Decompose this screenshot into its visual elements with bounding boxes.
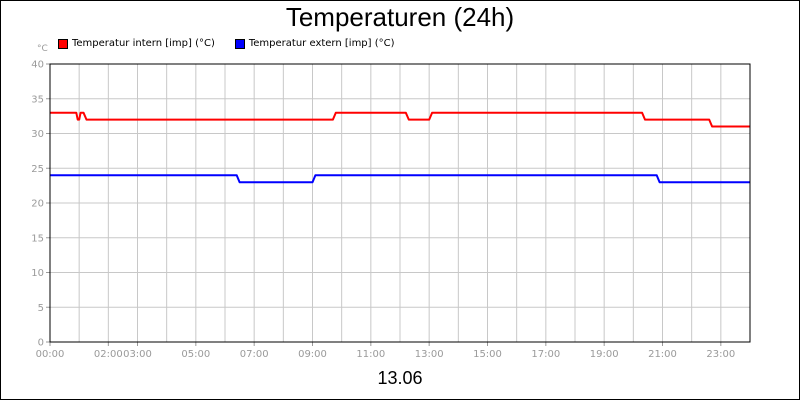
chart-title: Temperaturen (24h) — [285, 2, 515, 32]
x-tick-label: 19:00 — [590, 349, 619, 360]
plot-area — [49, 63, 751, 343]
y-tick-label: 35 — [31, 94, 44, 105]
y-tick-label: 15 — [31, 233, 44, 244]
y-tick-label: 10 — [31, 268, 44, 279]
x-tick-label: 00:00 — [36, 349, 65, 360]
x-tick-label: 17:00 — [531, 349, 560, 360]
x-axis-ticks: 00:00 02:00 03:00 05:00 07:00 09:00 11:00 13:00… — [36, 342, 735, 360]
x-tick-label: 23:00 — [706, 349, 735, 360]
grid — [49, 63, 751, 343]
x-tick-label: 02:00 — [94, 349, 123, 360]
series-line-extern — [50, 174, 750, 184]
y-tick-label: 20 — [31, 199, 44, 210]
x-tick-label: 03:00 — [123, 349, 152, 360]
legend-item-intern: Temperatur intern [imp] (°C) — [58, 38, 215, 49]
x-tick-label: 13:00 — [415, 349, 444, 360]
y-tick-label: 30 — [31, 129, 44, 140]
y-tick-label: 5 — [38, 303, 44, 314]
x-tick-label: 05:00 — [181, 349, 210, 360]
series-lines — [50, 111, 750, 184]
x-tick-label: 11:00 — [356, 349, 385, 360]
x-tick-label: 09:00 — [298, 349, 327, 360]
x-tick-label: 07:00 — [240, 349, 269, 360]
legend-label-extern: Temperatur extern [imp] (°C) — [248, 38, 395, 49]
legend-label-intern: Temperatur intern [imp] (°C) — [72, 38, 215, 49]
y-tick-label: 0 — [38, 338, 44, 349]
y-axis-ticks: 0 5 10 15 20 25 30 35 40 — [31, 60, 50, 349]
legend-swatch-intern — [58, 38, 68, 49]
legend: Temperatur intern [imp] (°C) Temperatur … — [58, 38, 395, 49]
series-line-intern — [50, 111, 750, 128]
legend-swatch-extern — [234, 38, 245, 49]
y-tick-label: 40 — [31, 60, 44, 71]
x-axis-date-label: 13.06 — [377, 368, 423, 388]
x-tick-label: 21:00 — [648, 349, 677, 360]
y-unit-label: °C — [37, 44, 48, 54]
y-tick-label: 25 — [31, 164, 44, 175]
x-tick-label: 15:00 — [473, 349, 502, 360]
legend-item-extern: Temperatur extern [imp] (°C) — [234, 38, 395, 49]
